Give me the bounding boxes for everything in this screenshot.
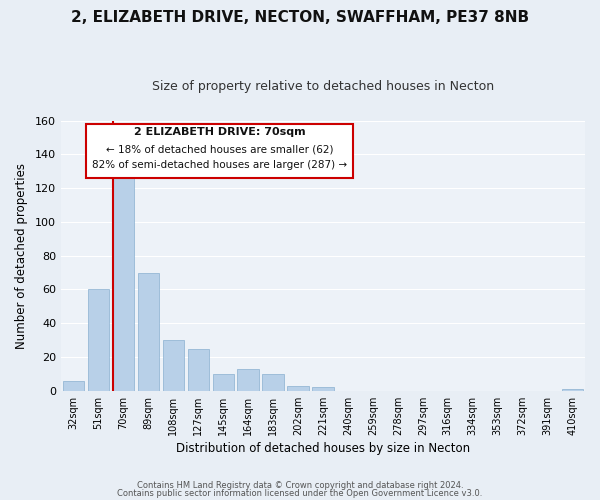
Bar (562, 389, 583, 391)
X-axis label: Distribution of detached houses by size in Necton: Distribution of detached houses by size … (176, 442, 470, 455)
Bar (313, 388, 334, 391)
Text: 82% of semi-detached houses are larger (287) →: 82% of semi-detached houses are larger (… (92, 160, 347, 170)
Bar (137, 272, 159, 391)
Bar (88, 290, 109, 391)
Text: Contains HM Land Registry data © Crown copyright and database right 2024.: Contains HM Land Registry data © Crown c… (137, 481, 463, 490)
Bar (212, 374, 234, 391)
Y-axis label: Number of detached properties: Number of detached properties (15, 162, 28, 348)
Text: ← 18% of detached houses are smaller (62): ← 18% of detached houses are smaller (62… (106, 144, 333, 154)
Text: 2 ELIZABETH DRIVE: 70sqm: 2 ELIZABETH DRIVE: 70sqm (134, 126, 305, 136)
Bar (163, 340, 184, 391)
Title: Size of property relative to detached houses in Necton: Size of property relative to detached ho… (152, 80, 494, 93)
FancyBboxPatch shape (86, 124, 353, 178)
Bar (238, 369, 259, 391)
Bar (188, 348, 209, 391)
Bar (63, 380, 84, 391)
Text: Contains public sector information licensed under the Open Government Licence v3: Contains public sector information licen… (118, 488, 482, 498)
Bar (287, 386, 308, 391)
Text: 2, ELIZABETH DRIVE, NECTON, SWAFFHAM, PE37 8NB: 2, ELIZABETH DRIVE, NECTON, SWAFFHAM, PE… (71, 10, 529, 25)
Bar (113, 178, 134, 391)
Bar (262, 374, 284, 391)
